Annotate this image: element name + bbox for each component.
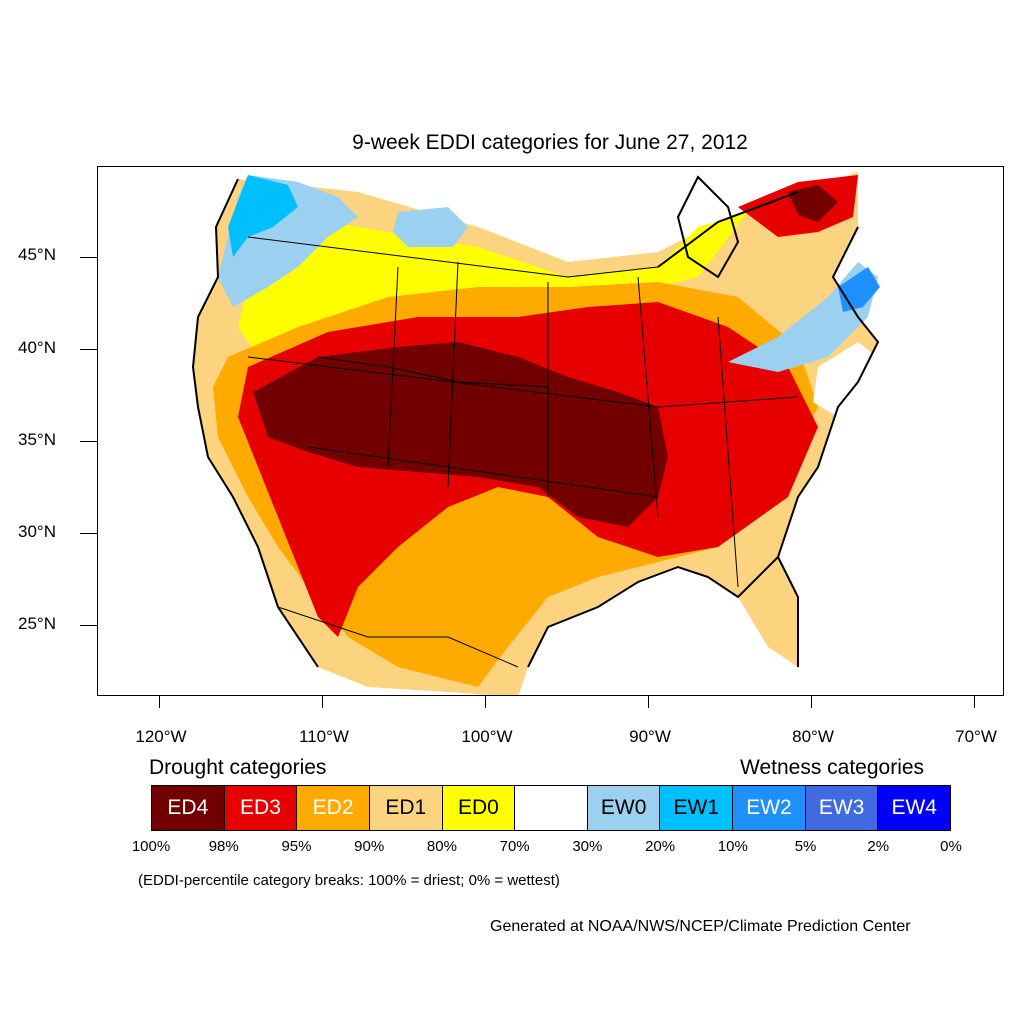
x-tick-label: 80°W — [792, 727, 834, 746]
legend-swatch-near-normal — [515, 786, 588, 830]
x-tick-label: 90°W — [629, 727, 671, 746]
break-label: 30% — [572, 838, 603, 855]
legend-swatch-ed3: ED3 — [224, 786, 298, 830]
wetness-heading: Wetness categories — [740, 756, 925, 779]
break-label: 5% — [794, 838, 817, 855]
break-label: 70% — [499, 838, 530, 855]
x-tick — [648, 696, 649, 708]
x-tick — [974, 696, 975, 708]
y-tick — [80, 441, 97, 442]
legend-swatch-ed2: ED2 — [297, 786, 370, 830]
ew2-northeast — [838, 267, 880, 312]
drought-heading: Drought categories — [149, 756, 327, 779]
y-tick — [80, 625, 97, 626]
break-label: 0% — [940, 838, 962, 855]
y-tick-label: 45°N — [18, 245, 56, 264]
x-tick-label: 110°W — [299, 727, 349, 746]
break-label: 20% — [645, 838, 676, 855]
break-label: 10% — [717, 838, 748, 855]
y-tick — [80, 533, 97, 534]
ed4-northeast-patch — [788, 185, 838, 222]
ed0-north-region — [238, 207, 748, 357]
x-tick-label: 120°W — [135, 727, 187, 746]
map-panel — [97, 166, 1004, 696]
break-label: 2% — [867, 838, 890, 855]
legend-swatch-ed1: ED1 — [369, 786, 443, 830]
x-tick — [322, 696, 323, 708]
eddi-map — [191, 172, 883, 695]
y-tick-label: 25°N — [18, 614, 56, 633]
legend-swatch-ew1: EW1 — [660, 786, 734, 830]
break-label: 100% — [131, 838, 171, 855]
category-legend-bar: ED4 ED3 ED2 ED1 ED0 EW0 EW1 EW2 EW3 EW4 — [151, 785, 951, 831]
credit-line: Generated at NOAA/NWS/NCEP/Climate Predi… — [490, 918, 911, 935]
y-tick-label: 40°N — [18, 338, 56, 357]
legend-swatch-ed0: ED0 — [442, 786, 516, 830]
break-label: 98% — [208, 838, 239, 855]
category-note: (EDDI-percentile category breaks: 100% =… — [138, 872, 560, 889]
x-tick-label: 70°W — [955, 727, 997, 746]
y-tick-label: 35°N — [18, 430, 56, 449]
x-tick — [811, 696, 812, 708]
break-label: 80% — [426, 838, 457, 855]
y-tick — [80, 349, 97, 350]
x-tick — [485, 696, 486, 708]
y-tick — [80, 257, 97, 258]
ed4-region — [253, 342, 668, 527]
break-label: 90% — [354, 838, 385, 855]
legend-swatch-ew2: EW2 — [733, 786, 806, 830]
map-title: 9-week EDDI categories for June 27, 2012 — [352, 131, 748, 154]
legend-swatch-ed4: ED4 — [152, 786, 225, 830]
y-tick-label: 30°N — [18, 522, 56, 541]
near-normal-east-coast — [813, 342, 883, 417]
boundaries — [247, 236, 799, 668]
break-label: 95% — [281, 838, 312, 855]
ew1-pacific-northwest — [228, 175, 298, 257]
legend-swatch-ew4: EW4 — [878, 786, 951, 830]
coastlines — [191, 175, 880, 668]
legend-swatch-ew0: EW0 — [587, 786, 661, 830]
x-tick — [159, 696, 160, 708]
legend-swatch-ew3: EW3 — [805, 786, 879, 830]
ew-northern-plains — [393, 207, 468, 247]
x-tick-label: 100°W — [461, 727, 513, 746]
